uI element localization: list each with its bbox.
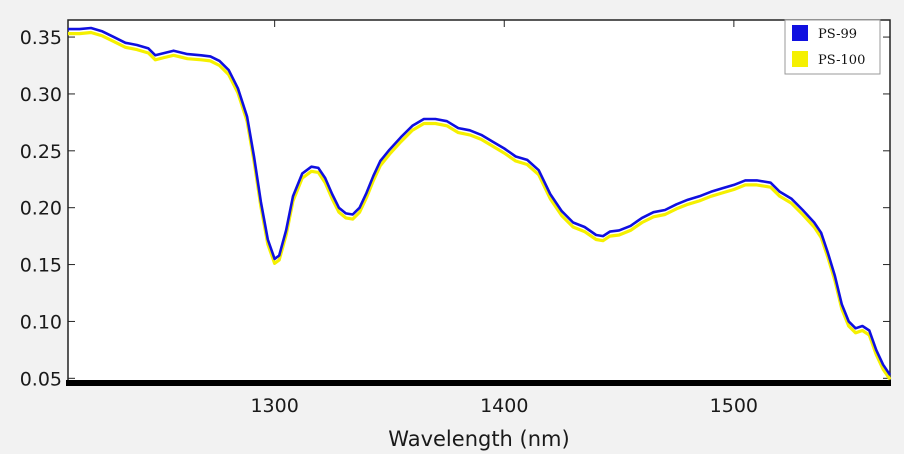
y-axis: 0.05 0.10 0.15 0.20 0.25 0.30 0.35 [20,27,890,390]
plot-area [68,20,890,384]
y-tick-label: 0.15 [20,255,62,277]
x-axis-bar [66,380,891,386]
x-tick-label: 1300 [250,395,298,417]
x-tick-label: 1400 [480,395,528,417]
legend-swatch-ps100 [792,51,808,67]
series-line-ps-100 [68,30,892,381]
x-axis: 1300 1400 1500 [250,20,758,417]
legend: PS-99 PS-100 [784,19,881,75]
legend-label-ps99: PS-99 [818,27,857,42]
legend-swatch-ps99 [792,25,808,41]
series-group [68,26,892,381]
y-tick-label: 0.10 [20,311,62,333]
series-line-ps-99 [68,26,892,376]
y-tick-label: 0.20 [20,198,62,220]
y-tick-label: 0.25 [20,141,62,163]
x-axis-label: Wavelength (nm) [388,427,569,451]
y-tick-label: 0.05 [20,368,62,390]
y-tick-label: 0.35 [20,27,62,49]
x-tick-label: 1500 [710,395,758,417]
y-tick-label: 0.30 [20,84,62,106]
legend-label-ps100: PS-100 [818,53,865,68]
